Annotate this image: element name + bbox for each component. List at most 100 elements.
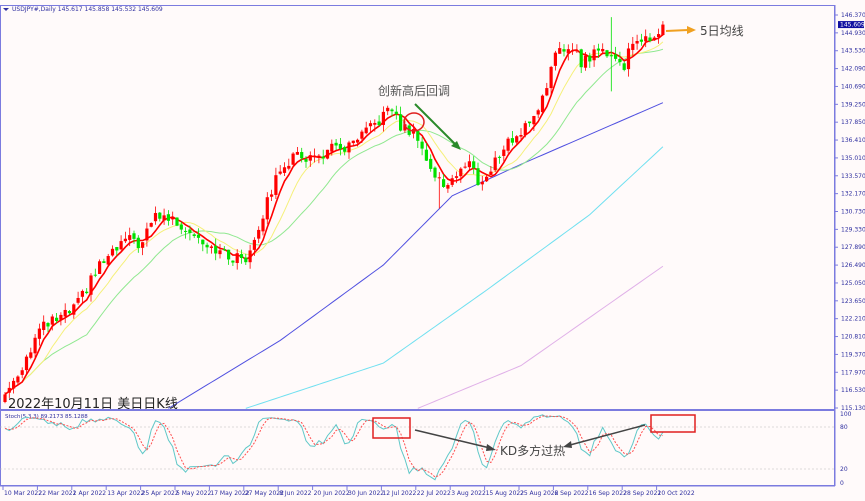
- bear-candle: [588, 55, 592, 62]
- bear-candle: [304, 159, 308, 162]
- main-pane-border: [0, 5, 835, 410]
- current-price-marker: [838, 21, 864, 29]
- bull-candle: [16, 376, 20, 383]
- current-price-label: 145.609: [840, 22, 865, 29]
- collapse-triangle-icon[interactable]: [3, 8, 9, 11]
- bull-candle: [364, 127, 368, 134]
- bull-candle: [652, 37, 656, 41]
- bear-candle: [528, 121, 532, 124]
- date-label: 3 Aug 2022: [451, 490, 486, 497]
- bear-candle: [166, 214, 170, 221]
- bull-candle: [248, 250, 252, 263]
- bear-candle: [85, 291, 89, 294]
- bull-candle: [325, 149, 330, 159]
- price-tick-label: 130.730: [841, 209, 865, 216]
- bull-candle: [313, 155, 317, 157]
- bear-candle: [175, 217, 179, 226]
- bear-candle: [476, 168, 480, 186]
- date-label: 17 May 2022: [210, 490, 249, 497]
- bull-candle: [454, 176, 459, 178]
- date-label: 16 Sep 2022: [589, 490, 627, 497]
- bull-candle: [403, 124, 407, 131]
- date-label: 28 Sep 2022: [623, 490, 661, 497]
- bear-candle: [300, 152, 304, 159]
- price-tick-label: 132.170: [841, 191, 865, 198]
- ma5-annotation: 5日均线: [700, 24, 744, 38]
- bull-candle: [24, 356, 29, 371]
- bear-candle: [343, 147, 347, 152]
- stoch-label: Stoch(5,3,3) 89.2173 85.1288: [5, 414, 88, 420]
- bear-candle: [67, 311, 72, 314]
- price-tick-label: 126.490: [841, 262, 865, 269]
- price-tick-label: 146.370: [841, 12, 865, 19]
- date-label: 25 Aug 2022: [520, 490, 559, 497]
- bear-candle: [214, 245, 218, 254]
- bull-candle: [128, 235, 132, 240]
- price-tick-label: 127.890: [841, 244, 865, 251]
- bull-candle: [592, 49, 596, 61]
- bull-candle: [278, 171, 282, 174]
- bear-candle: [390, 109, 394, 112]
- bear-candle: [338, 143, 342, 149]
- bull-candle: [523, 123, 527, 136]
- bear-candle: [562, 49, 566, 52]
- bull-candle: [519, 135, 523, 137]
- bull-candle: [291, 153, 295, 165]
- bull-candle: [123, 238, 127, 242]
- bear-candle: [55, 317, 59, 321]
- arrowhead-icon: [451, 141, 461, 150]
- bull-candle: [20, 370, 24, 375]
- bull-candle: [308, 155, 312, 161]
- bear-candle: [442, 179, 446, 187]
- bull-candle: [467, 161, 471, 168]
- stoch-pane-border: [0, 410, 835, 486]
- bull-candle: [463, 166, 467, 168]
- ma20-line: [4, 48, 664, 395]
- bear-candle: [377, 121, 381, 126]
- bull-candle: [553, 52, 557, 66]
- bear-candle: [102, 261, 106, 263]
- bull-candle: [558, 48, 562, 54]
- bull-candle: [536, 110, 540, 115]
- bear-candle: [497, 156, 502, 158]
- bear-candle: [179, 224, 183, 230]
- bull-candle: [485, 176, 489, 182]
- stoch-tick-label: 0: [840, 480, 844, 487]
- bull-candle: [235, 253, 239, 263]
- bear-candle: [609, 55, 613, 57]
- bear-candle: [394, 111, 398, 115]
- ohlc-readout: 145.617 145.858 145.532 145.609: [58, 6, 163, 13]
- date-label: 8 Jun 2022: [279, 490, 311, 497]
- price-tick-label: 139.250: [841, 101, 865, 108]
- bull-candle: [571, 50, 575, 52]
- date-label: 22 Jul 2022: [417, 490, 451, 497]
- bull-candle: [295, 151, 299, 155]
- date-label: 6 Sep 2022: [554, 490, 588, 497]
- price-tick-label: 117.970: [841, 369, 865, 376]
- bear-candle: [424, 149, 428, 161]
- bull-candle: [59, 314, 63, 320]
- kd-annotation: KD多方过热: [500, 443, 565, 458]
- price-tick-label: 142.090: [841, 66, 865, 73]
- bear-candle: [222, 249, 226, 251]
- bull-candle: [566, 49, 570, 54]
- bull-candle: [459, 168, 463, 177]
- date-label: 12 Jul 2022: [382, 490, 416, 497]
- date-label: 22 Mar 2022: [38, 490, 76, 497]
- price-tick-label: 119.370: [841, 351, 865, 358]
- bull-candle: [626, 48, 631, 70]
- bear-candle: [420, 141, 424, 149]
- bull-candle: [330, 143, 334, 152]
- bull-candle: [171, 216, 175, 220]
- bull-candle: [261, 218, 265, 232]
- bull-candle: [141, 242, 145, 248]
- bull-candle: [37, 328, 41, 339]
- bull-candle: [119, 241, 123, 250]
- chart-title: 2022年10月11日 美日日K线: [8, 397, 178, 412]
- bull-candle: [661, 24, 665, 36]
- bull-candle: [360, 131, 364, 139]
- bull-candle: [631, 43, 635, 50]
- bear-candle: [433, 167, 437, 178]
- bear-candle: [614, 54, 618, 59]
